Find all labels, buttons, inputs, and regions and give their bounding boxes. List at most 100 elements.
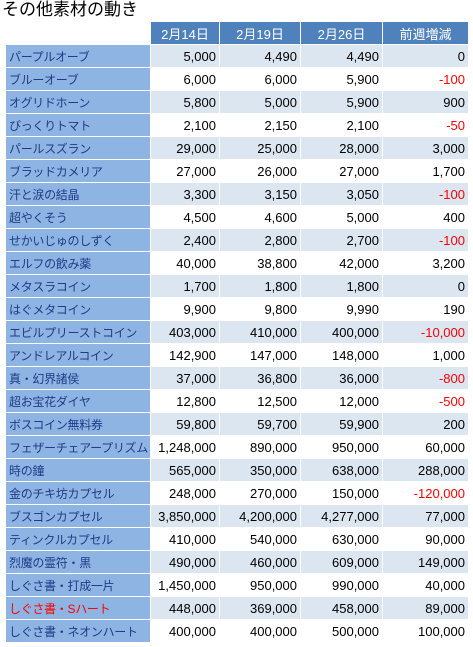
table-row: フェザーチェアープリズム 1,248,000 890,000 950,000 60,00… xyxy=(5,435,469,459)
item-name: 超やくそう xyxy=(5,205,151,229)
table-row: 汗と涙の結晶 3,300 3,150 3,050 -100 xyxy=(5,182,469,206)
table-row: しぐさ書・打成一片 1,450,000 950,000 990,000 40,000 xyxy=(5,573,469,597)
header-cell: 前週増減 xyxy=(382,21,469,45)
price-cell: 2,800 xyxy=(219,228,301,252)
price-cell: 5,900 xyxy=(300,90,383,114)
table-row: パープルオーブ 5,000 4,490 4,490 0 xyxy=(5,44,469,68)
price-cell: 4,490 xyxy=(300,44,383,68)
table-row: エルフの飲み薬 40,000 38,800 42,000 3,200 xyxy=(5,251,469,275)
price-cell: 5,800 xyxy=(150,90,220,114)
price-cell: 4,277,000 xyxy=(300,504,383,528)
price-cell: 59,800 xyxy=(150,412,220,436)
price-cell: 5,000 xyxy=(150,44,220,68)
price-cell: 2,700 xyxy=(300,228,383,252)
price-cell: 38,800 xyxy=(219,251,301,275)
table-row: しぐさ書・ネオンハート 400,000 400,000 500,000 100,000 xyxy=(5,619,469,643)
price-cell: 190 xyxy=(382,297,469,321)
table-row: びっくりトマト 2,100 2,150 2,100 -50 xyxy=(5,113,469,137)
price-cell: 0 xyxy=(382,44,469,68)
price-cell: 4,600 xyxy=(219,205,301,229)
price-cell: 890,000 xyxy=(219,435,301,459)
title: その他素材の動き xyxy=(2,0,138,19)
price-cell: 142,900 xyxy=(150,343,220,367)
item-name: 烈魔の霊符・黒 xyxy=(5,550,151,574)
item-name: ボスコイン無料券 xyxy=(5,412,151,436)
table-row: ボスコイン無料券 59,800 59,700 59,900 200 xyxy=(5,412,469,436)
item-name: しぐさ書・Sハート xyxy=(5,596,151,620)
price-cell: 5,000 xyxy=(300,205,383,229)
price-cell: 410,000 xyxy=(150,527,220,551)
price-cell: 400,000 xyxy=(219,619,301,643)
price-cell: 28,000 xyxy=(300,136,383,160)
price-cell: 2,150 xyxy=(219,113,301,137)
price-cell: -100 xyxy=(382,182,469,206)
price-cell: 27,000 xyxy=(300,159,383,183)
table-row: 超お宝花ダイヤ 12,800 12,500 12,000 -500 xyxy=(5,389,469,413)
price-cell: 26,000 xyxy=(219,159,301,183)
price-cell: 12,800 xyxy=(150,389,220,413)
price-cell: 3,150 xyxy=(219,182,301,206)
price-cell: 150,000 xyxy=(300,481,383,505)
price-cell: 12,500 xyxy=(219,389,301,413)
price-cell: 9,900 xyxy=(150,297,220,321)
header-cell: 2月26日 xyxy=(300,21,383,45)
price-cell: 630,000 xyxy=(300,527,383,551)
price-cell: 1,700 xyxy=(382,159,469,183)
price-cell: 448,000 xyxy=(150,596,220,620)
price-cell: 4,490 xyxy=(219,44,301,68)
table-row: 時の鐘 565,000 350,000 638,000 288,000 xyxy=(5,458,469,482)
item-name: 時の鐘 xyxy=(5,458,151,482)
item-name: ブラッドカメリア xyxy=(5,159,151,183)
price-cell: 1,248,000 xyxy=(150,435,220,459)
price-cell: 950,000 xyxy=(219,573,301,597)
price-cell: 638,000 xyxy=(300,458,383,482)
table-row: アンドレアルコイン 142,900 147,000 148,000 1,000 xyxy=(5,343,469,367)
price-cell: 460,000 xyxy=(219,550,301,574)
price-cell: -50 xyxy=(382,113,469,137)
price-cell: 1,000 xyxy=(382,343,469,367)
item-name: しぐさ書・打成一片 xyxy=(5,573,151,597)
price-cell: 36,000 xyxy=(300,366,383,390)
price-cell: 148,000 xyxy=(300,343,383,367)
item-name: フェザーチェアープリズム xyxy=(5,435,151,459)
price-cell: 609,000 xyxy=(300,550,383,574)
price-cell: 990,000 xyxy=(300,573,383,597)
price-cell: 4,500 xyxy=(150,205,220,229)
price-cell: 1,800 xyxy=(300,274,383,298)
price-cell: 9,990 xyxy=(300,297,383,321)
price-cell: -500 xyxy=(382,389,469,413)
item-name: 真・幻界諸侯 xyxy=(5,366,151,390)
item-name: ブスゴンカプセル xyxy=(5,504,151,528)
table-row: オグリドホーン 5,800 5,000 5,900 900 xyxy=(5,90,469,114)
table-row: ティンクルカプセル 410,000 540,000 630,000 90,000 xyxy=(5,527,469,551)
price-cell: 6,000 xyxy=(219,67,301,91)
price-cell: 5,900 xyxy=(300,67,383,91)
price-cell: 3,300 xyxy=(150,182,220,206)
price-cell: 0 xyxy=(382,274,469,298)
price-cell: 1,450,000 xyxy=(150,573,220,597)
item-name: しぐさ書・ネオンハート xyxy=(5,619,151,643)
header-row: 2月14日 2月19日 2月26日 前週増減 xyxy=(5,21,469,45)
price-cell: 2,100 xyxy=(150,113,220,137)
price-cell: 248,000 xyxy=(150,481,220,505)
price-cell: 5,000 xyxy=(219,90,301,114)
item-name: 汗と涙の結晶 xyxy=(5,182,151,206)
price-cell: 565,000 xyxy=(150,458,220,482)
table-row: 超やくそう 4,500 4,600 5,000 400 xyxy=(5,205,469,229)
table-row: 金のチキ坊カプセル 248,000 270,000 150,000 -120,000 xyxy=(5,481,469,505)
corner-cell xyxy=(5,21,151,45)
item-name: アンドレアルコイン xyxy=(5,343,151,367)
price-cell: 6,000 xyxy=(150,67,220,91)
table-row: パールスズラン 29,000 25,000 28,000 3,000 xyxy=(5,136,469,160)
price-cell: 540,000 xyxy=(219,527,301,551)
price-cell: 1,700 xyxy=(150,274,220,298)
price-cell: -100 xyxy=(382,228,469,252)
item-name: びっくりトマト xyxy=(5,113,151,137)
header-cell: 2月14日 xyxy=(150,21,220,45)
price-cell: 2,400 xyxy=(150,228,220,252)
price-cell: 350,000 xyxy=(219,458,301,482)
price-cell: -100 xyxy=(382,67,469,91)
price-cell: 9,800 xyxy=(219,297,301,321)
price-cell: 288,000 xyxy=(382,458,469,482)
price-cell: 369,000 xyxy=(219,596,301,620)
